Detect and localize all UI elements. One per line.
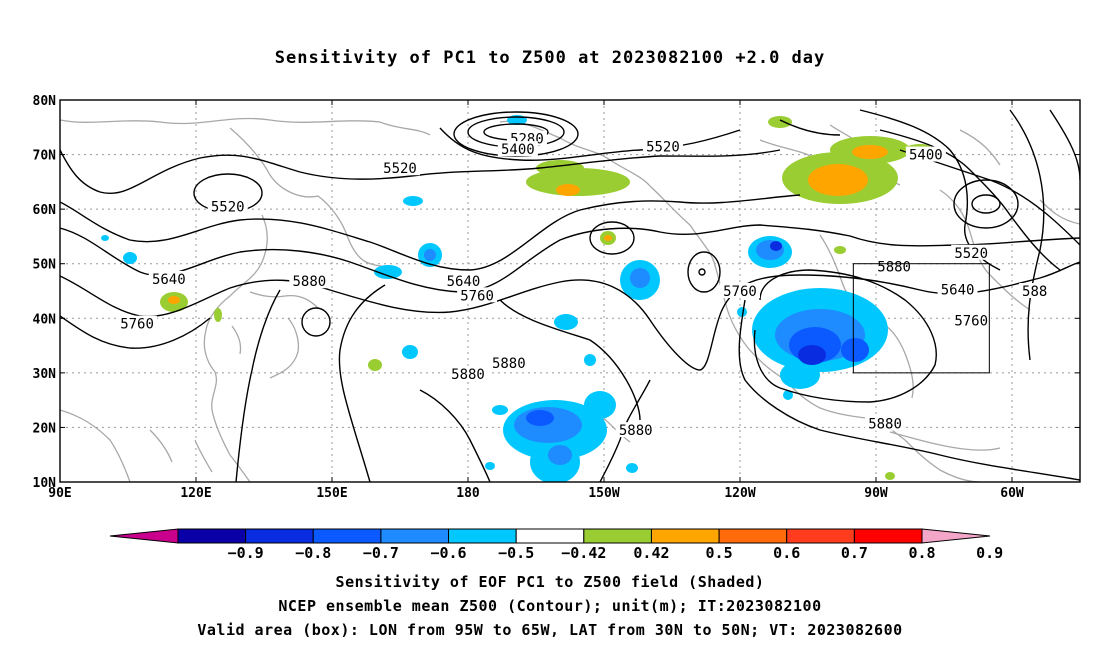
contour-label-bg — [443, 273, 484, 289]
contour-label: 5640 — [941, 282, 975, 298]
contour-label-bg — [951, 244, 992, 260]
lon-tick-label: 90E — [48, 486, 71, 501]
lat-tick-label: 10N — [33, 476, 57, 491]
colorbar-label: 0.9 — [976, 544, 1003, 562]
map-title: Sensitivity of PC1 to Z500 at 2023082100… — [274, 48, 826, 68]
contour-label: 5880 — [292, 274, 326, 290]
caption-line-2: NCEP ensemble mean Z500 (Contour); unit(… — [278, 597, 822, 615]
colorbar-segment — [515, 528, 585, 544]
colorbar-label: 0.42 — [633, 544, 669, 562]
contour-label-bg — [951, 312, 992, 328]
caption-line-3: Valid area (box): LON from 95W to 65W, L… — [197, 621, 903, 639]
contour-label-bg — [497, 141, 538, 157]
colorbar-segment — [448, 528, 517, 544]
lat-tick-label: 40N — [33, 312, 57, 327]
colorbar-segment — [583, 528, 652, 544]
contour-label-bg — [117, 315, 158, 331]
contour-label-bg — [148, 270, 189, 286]
colorbar-label: 0.8 — [908, 544, 935, 562]
colorbar-label: 0.5 — [706, 544, 733, 562]
colorbar-segment — [650, 528, 720, 544]
colorbar-segment — [312, 528, 382, 544]
contour-label: 5880 — [451, 367, 485, 383]
lat-tick-label: 20N — [33, 421, 57, 436]
colorbar-label: −0.8 — [295, 544, 331, 562]
colorbar-triangle-low — [109, 528, 179, 544]
contour-label-bg — [937, 281, 978, 297]
lon-tick-label: 90W — [864, 486, 888, 501]
colorbar-triangle-high — [921, 528, 991, 544]
contour-label: 5400 — [909, 148, 943, 164]
contour-label-bg — [874, 258, 915, 274]
contour-label: 5880 — [619, 423, 653, 439]
colorbar-label: −0.9 — [228, 544, 264, 562]
contour-label: 5880 — [868, 417, 902, 433]
lat-tick-label: 60N — [33, 203, 57, 218]
contour-label: 5760 — [120, 317, 154, 333]
lon-tick-label: 60W — [1000, 486, 1024, 501]
strongest-negative-sensitivity — [770, 241, 826, 365]
contour-label: 5640 — [447, 274, 481, 290]
contour-label: 5760 — [460, 288, 494, 304]
colorbar-label: −0.6 — [430, 544, 466, 562]
contour-label-bg — [289, 273, 330, 289]
colorbar-segment — [380, 528, 450, 544]
contour-label: 5400 — [501, 142, 535, 158]
colorbar-segment — [245, 528, 314, 544]
contour-label-bg — [642, 138, 683, 154]
contour-label: 5520 — [383, 161, 417, 177]
contour-label-bg — [1019, 283, 1051, 298]
contour-label-bg — [905, 146, 946, 162]
lat-tick-label: 80N — [33, 94, 57, 109]
contour-label: 5640 — [152, 272, 186, 288]
contour-label: 5760 — [723, 284, 757, 300]
contour-label: 5880 — [492, 356, 526, 372]
contour-label-bg — [457, 287, 498, 303]
strong-positive-sensitivity — [168, 145, 888, 304]
lon-tick-label: 150E — [316, 486, 347, 501]
colorbar-label: 0.6 — [773, 544, 800, 562]
colorbar-label: −0.42 — [561, 544, 606, 562]
colorbar-label: −0.5 — [498, 544, 534, 562]
colorbar-segment — [718, 528, 788, 544]
contour-label-bg — [448, 365, 488, 381]
colorbar: −0.9 −0.8 −0.7 −0.6 −0.5 −0.42 0.42 0.5 0.6 0.7 0.… — [109, 528, 1003, 562]
contour-label: 5760 — [954, 313, 988, 329]
lat-tick-label: 30N — [33, 367, 57, 382]
contour-label-bg — [865, 415, 906, 431]
lon-tick-label: 150W — [588, 486, 619, 501]
contour-label-bg — [720, 283, 760, 298]
lon-tick-label: 120W — [724, 486, 755, 501]
coastlines — [60, 117, 1080, 482]
contour-label: 5880 — [877, 259, 911, 275]
contour-label-bg — [380, 160, 420, 176]
colorbar-label: 0.7 — [841, 544, 868, 562]
colorbar-segment — [853, 528, 923, 544]
z500-contours — [60, 109, 1080, 482]
lat-tick-label: 50N — [33, 258, 57, 273]
contour-label: 5520 — [646, 139, 680, 155]
map-frame — [59, 99, 1081, 483]
lon-tick-label: 120E — [180, 486, 211, 501]
sensitivity-shading — [101, 115, 938, 482]
colorbar-label: −0.7 — [363, 544, 399, 562]
contour-label-bg — [488, 355, 529, 371]
contour-label-bg — [207, 198, 248, 214]
contour-label-bg — [615, 422, 656, 438]
colorbar-segment — [786, 528, 855, 544]
lat-tick-label: 70N — [33, 149, 57, 164]
contour-label: 5520 — [211, 199, 245, 215]
contour-label: 5520 — [954, 246, 988, 262]
colorbar-segment — [177, 528, 247, 544]
contour-label: 588 — [1022, 284, 1047, 300]
valid-area-box — [852, 263, 990, 374]
caption-line-1: Sensitivity of EOF PC1 to Z500 field (Sh… — [335, 573, 765, 591]
lon-tick-label: 180 — [456, 486, 480, 501]
